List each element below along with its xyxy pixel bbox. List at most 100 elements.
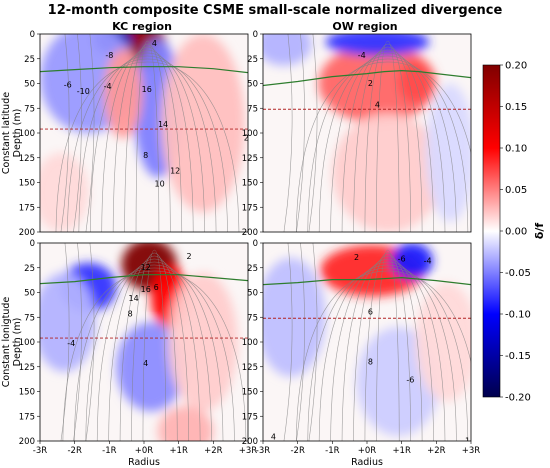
contour-line xyxy=(353,46,423,232)
colorbar-tick-label: 0.00 xyxy=(505,227,527,238)
contour-line xyxy=(74,267,235,441)
y-tick-label: 150 xyxy=(242,179,258,189)
contour-label: -4 xyxy=(424,257,432,266)
divergence-anomaly xyxy=(104,48,143,138)
contour-line xyxy=(364,43,411,232)
x-tick-label: +3R xyxy=(462,446,481,456)
panel-title-kc: KC region xyxy=(112,20,172,33)
contour-line xyxy=(283,243,293,441)
contour-label: -10 xyxy=(77,87,90,96)
contour-line xyxy=(78,55,217,232)
x-tick-label: -1R xyxy=(325,446,339,456)
divergence-anomaly xyxy=(116,322,186,412)
contour-line xyxy=(296,270,471,441)
divergence-anomaly xyxy=(263,34,312,66)
y-tick-label: 200 xyxy=(19,228,35,238)
contour-label: 8 xyxy=(143,151,148,160)
figure-title: 12-month composite CSME small-scale norm… xyxy=(48,3,503,18)
contour-label: 12 xyxy=(141,263,151,272)
panel-content: 2 -6 -4 6 8 -6 4 1 xyxy=(263,243,471,446)
divergence-anomaly xyxy=(168,272,238,412)
y-tick-label: 175 xyxy=(19,412,35,422)
contour-line xyxy=(135,40,160,232)
contour-label: 6 xyxy=(154,283,159,292)
mixed-layer-line xyxy=(263,69,471,87)
y-tick-label: 200 xyxy=(242,228,258,238)
contour-label: 1 xyxy=(465,437,470,446)
y-tick-label: 50 xyxy=(247,289,258,299)
contour-line xyxy=(67,58,228,232)
contour-label: 14 xyxy=(129,294,139,303)
x-tick-label: -1R xyxy=(102,446,116,456)
colorbar-tick-label: -0.05 xyxy=(505,268,531,279)
contour-line xyxy=(60,243,70,441)
x-tick-label: -2R xyxy=(67,446,81,456)
y-tick-label: 175 xyxy=(242,412,258,422)
colorbar-ticks: 0.20 0.15 0.10 0.05 0.00 -0.05 -0.10 -0.15 -0.20 xyxy=(500,61,531,404)
y-tick-label: 150 xyxy=(242,388,258,398)
y-tick-label: 25 xyxy=(24,55,35,65)
contour-line xyxy=(330,52,446,232)
contour-label: 14 xyxy=(158,120,168,129)
contour-label: 12 xyxy=(170,166,180,175)
panel-0-0: -8 -6 -10 -4 4 16 14 8 12 10 2 xyxy=(37,33,249,233)
y-tick-label: 0 xyxy=(253,30,258,40)
contour-line xyxy=(341,49,434,232)
contour-label: 4 xyxy=(271,433,276,442)
y-tick-label: 0 xyxy=(253,239,258,249)
contour-line xyxy=(55,61,240,232)
contour-line xyxy=(308,243,318,441)
panel-content: -8 -6 -10 -4 4 16 14 8 12 10 2 xyxy=(40,34,248,232)
colorbar xyxy=(482,64,501,398)
y-tick-label: 150 xyxy=(19,179,35,189)
panel-content: -4 2 4 xyxy=(263,34,471,232)
contour-label: 2 xyxy=(354,253,359,262)
x-tick-label: -2R xyxy=(290,446,304,456)
contour-label: -4 xyxy=(104,82,112,91)
y-tick-label: 100 xyxy=(19,129,35,139)
contour-line xyxy=(296,61,471,232)
contour-line xyxy=(330,261,446,441)
y-tick-label: 175 xyxy=(19,203,35,213)
contour-line xyxy=(96,261,212,441)
contour-label: -6 xyxy=(64,81,72,90)
contour-label: 2 xyxy=(368,79,373,88)
colorbar-tick-label: -0.15 xyxy=(505,351,531,362)
x-tick-label: +0R xyxy=(135,446,154,456)
y-tick-label: 50 xyxy=(24,289,35,299)
contour-label: 4 xyxy=(375,100,380,109)
divergence-anomaly xyxy=(332,113,444,232)
y-tick-label: 75 xyxy=(247,104,258,114)
contour-line xyxy=(73,243,82,441)
axes-text-group: 0255075100125150175200025507510012515017… xyxy=(1,30,480,468)
y-tick-label: 150 xyxy=(19,388,35,398)
streamfunction-contours xyxy=(283,34,471,232)
contour-label: -8 xyxy=(105,51,113,60)
panel-0-1: -4 2 4 xyxy=(260,33,472,233)
streamfunction-contours xyxy=(60,243,247,441)
y-tick-label: 200 xyxy=(242,437,258,447)
contour-line xyxy=(62,270,247,441)
contour-label: 16 xyxy=(142,85,152,94)
y-tick-label: 100 xyxy=(242,338,258,348)
x-tick-label: -3R xyxy=(256,446,270,456)
contour-line xyxy=(308,34,318,232)
y-tick-label: 25 xyxy=(247,264,258,274)
divergence-anomaly xyxy=(263,257,326,377)
contour-line xyxy=(142,249,167,441)
x-tick-label: +3R xyxy=(239,446,258,456)
x-tick-label: +1R xyxy=(392,446,411,456)
contour-line xyxy=(85,243,95,441)
y-tick-label: 25 xyxy=(247,55,258,65)
colorbar-label: δ/f xyxy=(533,223,546,240)
y-tick-label: 100 xyxy=(19,338,35,348)
contour-line xyxy=(60,34,70,232)
row-label: Depth (m) xyxy=(12,318,23,367)
colorbar-tick-label: 0.15 xyxy=(505,102,527,113)
y-tick-label: 75 xyxy=(247,313,258,323)
contour-line xyxy=(112,46,183,232)
contour-line xyxy=(318,55,457,232)
